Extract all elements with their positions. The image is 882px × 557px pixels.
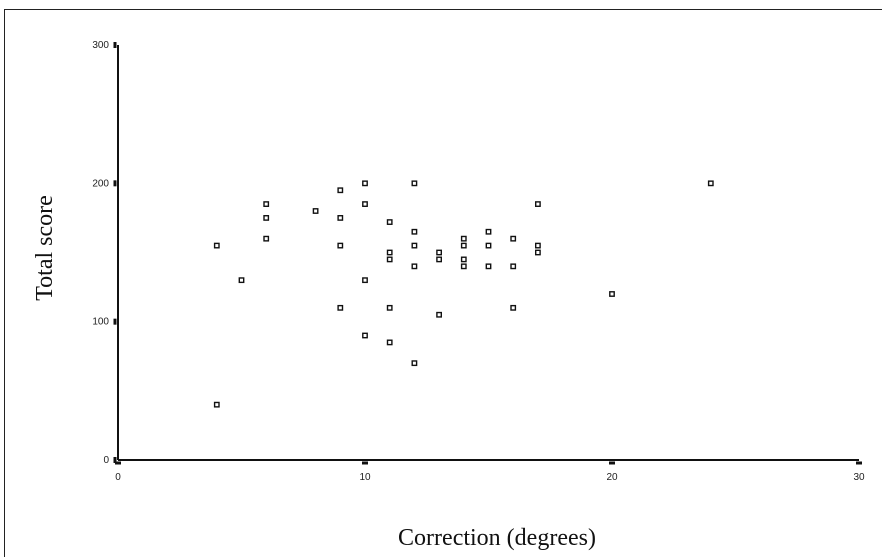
data-point — [337, 215, 344, 221]
y-axis-ticks: 0 100 200 300 — [92, 40, 117, 466]
data-point — [411, 360, 418, 367]
data-point — [510, 235, 517, 242]
data-point — [436, 256, 442, 263]
data-point — [411, 228, 418, 235]
chart-frame — [4, 9, 882, 557]
x-axis-ticks: 0 10 20 30 — [115, 461, 865, 483]
data-point — [337, 304, 344, 311]
y-tick-label: 100 — [92, 317, 109, 328]
data-point — [436, 311, 442, 318]
data-point — [263, 215, 270, 221]
data-point — [213, 401, 220, 408]
data-point — [386, 249, 393, 256]
data-point — [386, 219, 393, 225]
x-tick-label: 20 — [606, 472, 618, 483]
data-point — [337, 187, 344, 194]
data-point — [362, 332, 368, 339]
y-tick-label: 300 — [92, 40, 109, 51]
data-point — [263, 201, 270, 207]
data-point — [535, 249, 541, 256]
data-point — [460, 256, 467, 263]
x-axis-title: Correction (degrees) — [398, 525, 596, 551]
data-points — [213, 180, 714, 408]
data-point — [411, 180, 418, 187]
data-point — [485, 228, 492, 235]
data-point — [535, 242, 541, 249]
data-point — [510, 304, 517, 311]
data-point — [238, 277, 245, 284]
y-axis-title: Total score — [32, 195, 58, 301]
data-point — [609, 291, 615, 297]
x-tick-label: 10 — [359, 472, 371, 483]
data-point — [213, 242, 220, 249]
data-point — [707, 180, 714, 187]
data-point — [312, 208, 319, 214]
data-point — [411, 263, 418, 270]
y-tick-label: 200 — [92, 178, 109, 189]
data-point — [460, 235, 467, 242]
data-point — [535, 201, 541, 207]
data-point — [362, 180, 368, 187]
data-point — [436, 249, 442, 256]
data-point — [362, 201, 368, 207]
data-point — [510, 263, 517, 270]
data-point — [411, 242, 418, 249]
x-tick-label: 30 — [853, 472, 865, 483]
data-point — [485, 242, 492, 249]
data-point — [386, 256, 393, 263]
axes — [117, 45, 859, 461]
data-point — [386, 304, 393, 311]
x-tick-label: 0 — [115, 472, 121, 483]
y-tick-label: 0 — [103, 455, 109, 466]
data-point — [460, 263, 467, 270]
data-point — [460, 242, 467, 249]
data-point — [263, 235, 270, 242]
data-point — [386, 339, 393, 346]
data-point — [362, 277, 368, 284]
data-point — [337, 242, 344, 249]
data-point — [485, 263, 492, 270]
